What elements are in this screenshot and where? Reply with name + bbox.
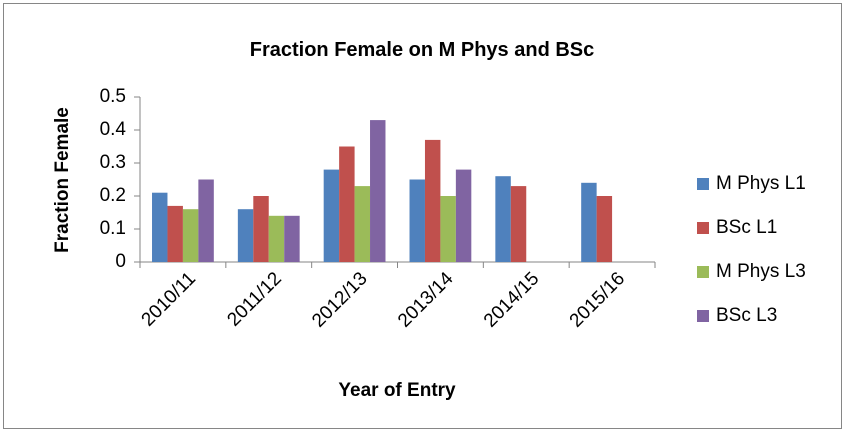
legend-label: BSc L1 bbox=[716, 217, 777, 238]
bar bbox=[424, 139, 441, 262]
y-tick-label: 0.2 bbox=[100, 185, 126, 206]
bar bbox=[253, 196, 269, 262]
bar bbox=[409, 179, 425, 262]
bar bbox=[152, 192, 168, 262]
legend-swatch bbox=[697, 266, 709, 278]
bar bbox=[323, 169, 340, 262]
bar bbox=[167, 205, 183, 262]
bar bbox=[284, 215, 300, 262]
y-tick-label: 0.1 bbox=[100, 218, 126, 239]
bar bbox=[268, 215, 285, 262]
y-tick-label: 0.4 bbox=[100, 119, 127, 140]
legend-swatch bbox=[697, 310, 709, 322]
bar bbox=[198, 179, 214, 262]
x-axis-label: Year of Entry bbox=[338, 380, 456, 401]
y-tick-label: 0.5 bbox=[100, 86, 126, 107]
bar bbox=[237, 209, 254, 262]
legend-label: M Phys L1 bbox=[716, 173, 806, 194]
y-axis-label: Fraction Female bbox=[52, 107, 73, 253]
legend-label: BSc L3 bbox=[716, 305, 777, 326]
bar bbox=[455, 169, 472, 262]
legend-swatch bbox=[697, 178, 709, 190]
y-tick-label: 0.3 bbox=[100, 152, 126, 173]
legend-label: M Phys L3 bbox=[716, 261, 806, 282]
chart-title: Fraction Female on M Phys and BSc bbox=[250, 39, 595, 61]
bar bbox=[182, 209, 199, 262]
bar bbox=[354, 186, 371, 262]
legend-swatch bbox=[697, 222, 709, 234]
bar bbox=[339, 146, 355, 262]
bar bbox=[495, 176, 511, 262]
bar bbox=[581, 182, 597, 262]
bar bbox=[596, 196, 613, 262]
y-tick-label: 0 bbox=[115, 251, 126, 272]
bar bbox=[370, 120, 386, 262]
bar bbox=[440, 196, 456, 262]
bar bbox=[510, 186, 527, 262]
